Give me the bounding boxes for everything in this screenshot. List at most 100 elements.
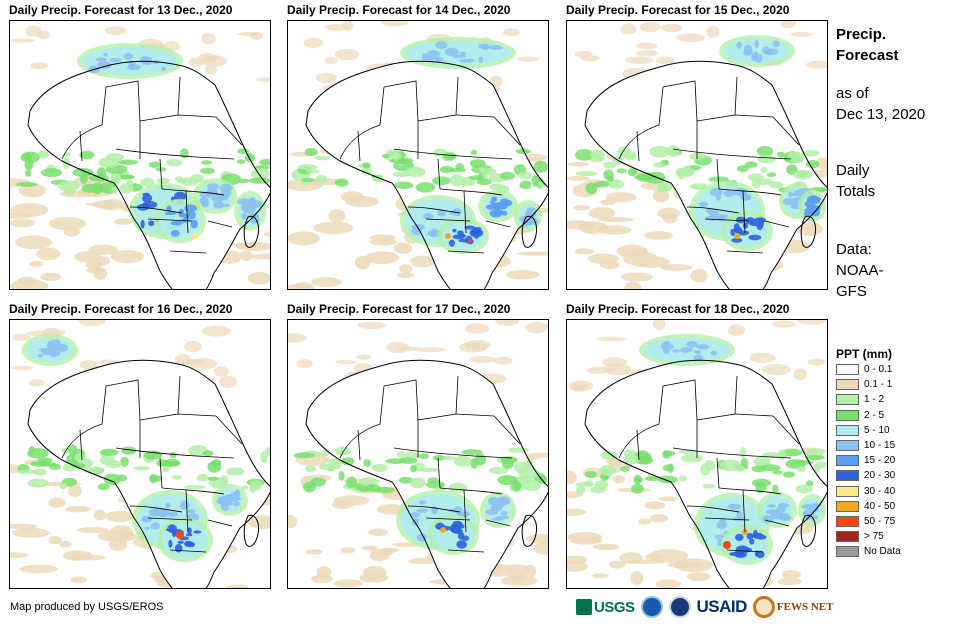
country-border	[658, 86, 664, 126]
country-border	[437, 158, 441, 190]
rain-cell	[688, 347, 693, 352]
country-border	[752, 455, 792, 459]
dry-patch	[587, 253, 619, 265]
legend-label: 2 - 5	[864, 409, 885, 421]
country-border	[115, 148, 197, 158]
country-border	[339, 423, 381, 459]
country-border	[195, 156, 235, 160]
rain-cell	[752, 532, 764, 537]
rain-cell	[782, 471, 795, 478]
rain-cell	[490, 506, 499, 511]
rain-cell	[168, 539, 173, 548]
country-border	[618, 124, 660, 160]
legend-label: 50 - 75	[864, 515, 896, 527]
rain-cell	[200, 160, 213, 165]
legend-swatch	[836, 379, 859, 391]
rain-cell	[448, 482, 468, 493]
dry-patch	[288, 231, 320, 246]
dry-patch	[655, 56, 675, 65]
country-border	[672, 148, 754, 158]
dry-patch	[706, 26, 720, 38]
rain-cell	[515, 148, 531, 155]
rain-cell	[211, 195, 224, 202]
country-border	[704, 517, 750, 521]
dry-patch	[500, 575, 538, 587]
dry-patch	[239, 250, 253, 261]
country-border	[177, 413, 217, 417]
rain-cell	[174, 191, 187, 201]
legend-swatch	[836, 470, 859, 482]
rain-cell	[159, 461, 181, 467]
dry-patch	[660, 23, 683, 33]
rain-cell	[804, 200, 811, 208]
rain-cell	[16, 469, 39, 474]
country-border	[129, 206, 183, 214]
dry-patch	[814, 157, 827, 171]
sidebar-data-source: Data: NOAA- GFS	[836, 239, 884, 302]
rain-cell	[166, 511, 178, 518]
rain-cell	[497, 502, 503, 508]
sidebar-title-line2: Forecast	[836, 47, 899, 64]
forecast-panel-5: Daily Precip. Forecast for 17 Dec., 2020	[287, 303, 549, 589]
rain-cell	[657, 181, 673, 192]
rain-cell	[115, 474, 128, 482]
dry-patch	[335, 360, 357, 365]
rain-cell	[72, 167, 94, 178]
rain-cell	[371, 463, 389, 473]
legend-swatch	[836, 546, 859, 558]
rain-cell	[753, 217, 766, 223]
dry-patch	[205, 64, 218, 75]
country-border	[704, 218, 750, 222]
rain-cell	[321, 450, 330, 457]
rain-cell	[814, 461, 827, 469]
dry-patch	[77, 320, 106, 327]
rain-cell	[754, 39, 759, 49]
rain-cell	[511, 480, 522, 492]
rain-cell	[735, 533, 744, 542]
rain-cell	[410, 477, 426, 489]
dry-patch	[636, 49, 658, 57]
dry-patch	[644, 231, 673, 240]
rain-cell	[500, 511, 508, 516]
rain-cell	[804, 208, 814, 213]
rain-cell	[736, 41, 743, 49]
rain-cell	[751, 478, 771, 488]
rain-cell	[141, 515, 153, 523]
dry-patch	[465, 339, 491, 350]
rain-cell	[731, 237, 743, 243]
rain-cell	[514, 461, 531, 474]
rain-cell	[592, 181, 611, 188]
rain-cell	[753, 456, 771, 467]
legend-swatch	[836, 500, 859, 512]
rain-cell	[345, 476, 358, 489]
rain-cell	[207, 461, 222, 473]
dry-patch	[380, 21, 409, 27]
country-border	[105, 80, 141, 122]
dry-patch	[110, 250, 145, 263]
rain-cell	[735, 545, 750, 555]
dry-patch	[674, 558, 714, 572]
rain-cell	[40, 168, 63, 178]
sidebar-totals-line1: Daily	[836, 162, 870, 179]
rain-cell	[165, 528, 177, 532]
rain-cell	[363, 459, 372, 467]
panel-title: Daily Precip. Forecast for 18 Dec., 2020	[566, 303, 790, 316]
rain-cell	[772, 40, 780, 47]
country-border	[473, 156, 513, 160]
rain-cell	[161, 66, 166, 72]
legend-swatch	[836, 424, 859, 436]
rain-cell	[710, 350, 718, 356]
rain-cell	[28, 446, 36, 455]
rain-cell	[421, 53, 429, 61]
rain-cell	[99, 448, 119, 457]
country-border	[393, 447, 475, 457]
rain-cell	[184, 485, 206, 490]
heavy-rain-cell	[468, 239, 472, 243]
country-border	[383, 80, 419, 122]
dry-patch	[495, 320, 520, 326]
dry-patch	[79, 360, 99, 370]
country-border	[437, 457, 441, 489]
dry-patch	[795, 222, 823, 237]
rain-cell	[813, 515, 819, 519]
country-border	[618, 423, 660, 459]
